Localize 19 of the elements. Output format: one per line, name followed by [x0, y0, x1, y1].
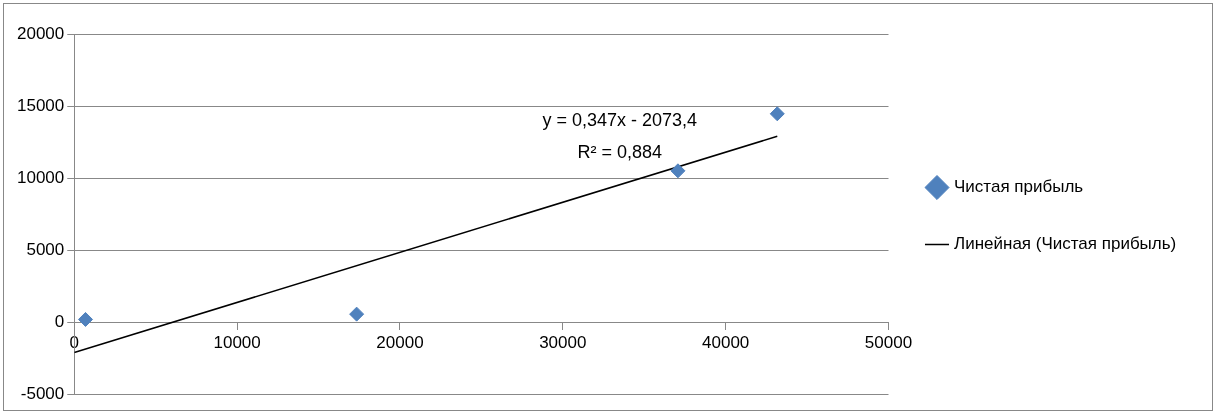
y-tick-label: 10000 — [16, 168, 65, 188]
point — [670, 163, 686, 179]
x-tick-label: 10000 — [213, 332, 261, 352]
y-tick-label: 5000 — [26, 240, 65, 260]
y-tick-label: 20000 — [16, 23, 65, 43]
point — [769, 106, 785, 122]
x-tick-label: 30000 — [539, 332, 587, 352]
legend-label: Линейная (Чистая прибыль) — [954, 234, 1177, 254]
point — [78, 311, 94, 327]
y-tick-label: 15000 — [16, 95, 65, 115]
x-tick-label: 40000 — [702, 332, 750, 352]
annotation: y = 0,347x - 2073,4 — [542, 109, 698, 130]
point — [349, 306, 365, 322]
y-tick-label: 0 — [54, 312, 65, 332]
annotation: R² = 0,884 — [577, 142, 663, 163]
y-tick-label: -5000 — [20, 384, 65, 404]
legend-label: Чистая прибыль — [954, 177, 1084, 197]
x-tick-label: 50000 — [864, 332, 913, 352]
x-tick-label: 20000 — [376, 332, 424, 352]
